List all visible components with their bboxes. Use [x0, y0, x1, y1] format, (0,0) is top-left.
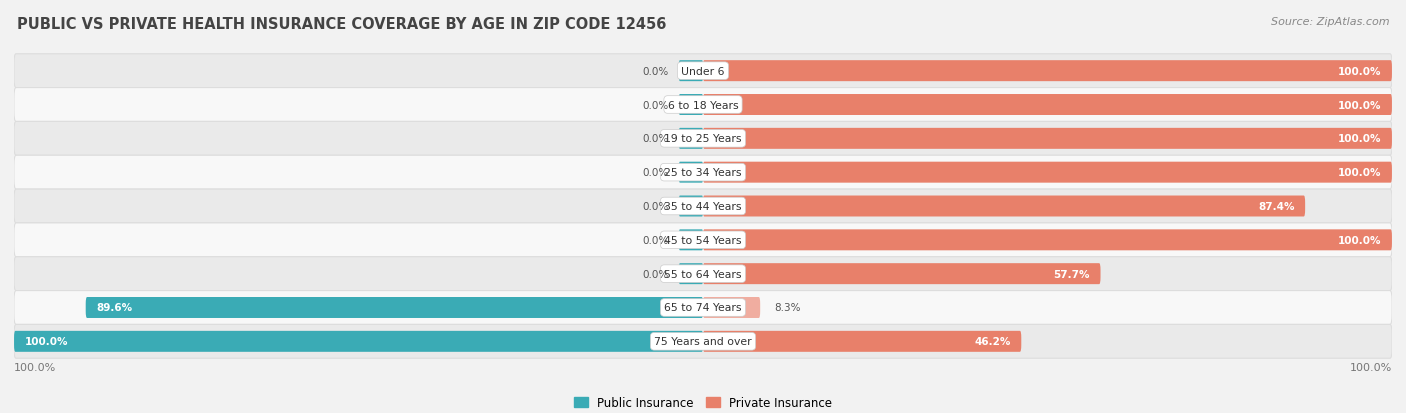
Text: 45 to 54 Years: 45 to 54 Years	[664, 235, 742, 245]
Text: 100.0%: 100.0%	[1339, 235, 1382, 245]
Text: 0.0%: 0.0%	[643, 100, 669, 110]
FancyBboxPatch shape	[703, 331, 1021, 352]
Text: 0.0%: 0.0%	[643, 66, 669, 76]
Text: 65 to 74 Years: 65 to 74 Years	[664, 303, 742, 313]
Text: 0.0%: 0.0%	[643, 202, 669, 211]
Text: 89.6%: 89.6%	[96, 303, 132, 313]
Text: 0.0%: 0.0%	[643, 168, 669, 178]
Text: 87.4%: 87.4%	[1258, 202, 1295, 211]
FancyBboxPatch shape	[14, 156, 1392, 190]
FancyBboxPatch shape	[86, 297, 703, 318]
Text: 0.0%: 0.0%	[643, 134, 669, 144]
Legend: Public Insurance, Private Insurance: Public Insurance, Private Insurance	[569, 392, 837, 413]
Text: 25 to 34 Years: 25 to 34 Years	[664, 168, 742, 178]
FancyBboxPatch shape	[703, 196, 1305, 217]
FancyBboxPatch shape	[703, 263, 1101, 285]
FancyBboxPatch shape	[14, 331, 703, 352]
FancyBboxPatch shape	[14, 122, 1392, 156]
Text: 75 Years and over: 75 Years and over	[654, 337, 752, 347]
Text: 100.0%: 100.0%	[14, 363, 56, 373]
FancyBboxPatch shape	[703, 128, 1392, 150]
Text: 100.0%: 100.0%	[24, 337, 67, 347]
FancyBboxPatch shape	[679, 95, 703, 116]
Text: 100.0%: 100.0%	[1339, 100, 1382, 110]
FancyBboxPatch shape	[679, 263, 703, 285]
FancyBboxPatch shape	[14, 291, 1392, 325]
Text: 100.0%: 100.0%	[1350, 363, 1392, 373]
FancyBboxPatch shape	[703, 297, 761, 318]
FancyBboxPatch shape	[703, 61, 1392, 82]
Text: 100.0%: 100.0%	[1339, 134, 1382, 144]
Text: Source: ZipAtlas.com: Source: ZipAtlas.com	[1271, 17, 1389, 26]
FancyBboxPatch shape	[679, 128, 703, 150]
Text: 57.7%: 57.7%	[1053, 269, 1090, 279]
Text: PUBLIC VS PRIVATE HEALTH INSURANCE COVERAGE BY AGE IN ZIP CODE 12456: PUBLIC VS PRIVATE HEALTH INSURANCE COVER…	[17, 17, 666, 31]
Text: 8.3%: 8.3%	[773, 303, 800, 313]
FancyBboxPatch shape	[14, 257, 1392, 291]
Text: 19 to 25 Years: 19 to 25 Years	[664, 134, 742, 144]
FancyBboxPatch shape	[14, 325, 1392, 358]
Text: Under 6: Under 6	[682, 66, 724, 76]
Text: 100.0%: 100.0%	[1339, 66, 1382, 76]
Text: 46.2%: 46.2%	[974, 337, 1011, 347]
FancyBboxPatch shape	[679, 162, 703, 183]
FancyBboxPatch shape	[703, 162, 1392, 183]
FancyBboxPatch shape	[14, 55, 1392, 88]
FancyBboxPatch shape	[679, 196, 703, 217]
FancyBboxPatch shape	[703, 95, 1392, 116]
FancyBboxPatch shape	[703, 230, 1392, 251]
Text: 0.0%: 0.0%	[643, 269, 669, 279]
FancyBboxPatch shape	[679, 61, 703, 82]
Text: 55 to 64 Years: 55 to 64 Years	[664, 269, 742, 279]
Text: 100.0%: 100.0%	[1339, 168, 1382, 178]
FancyBboxPatch shape	[14, 223, 1392, 257]
FancyBboxPatch shape	[14, 190, 1392, 223]
Text: 0.0%: 0.0%	[643, 235, 669, 245]
FancyBboxPatch shape	[679, 230, 703, 251]
Text: 35 to 44 Years: 35 to 44 Years	[664, 202, 742, 211]
FancyBboxPatch shape	[14, 88, 1392, 122]
Text: 6 to 18 Years: 6 to 18 Years	[668, 100, 738, 110]
